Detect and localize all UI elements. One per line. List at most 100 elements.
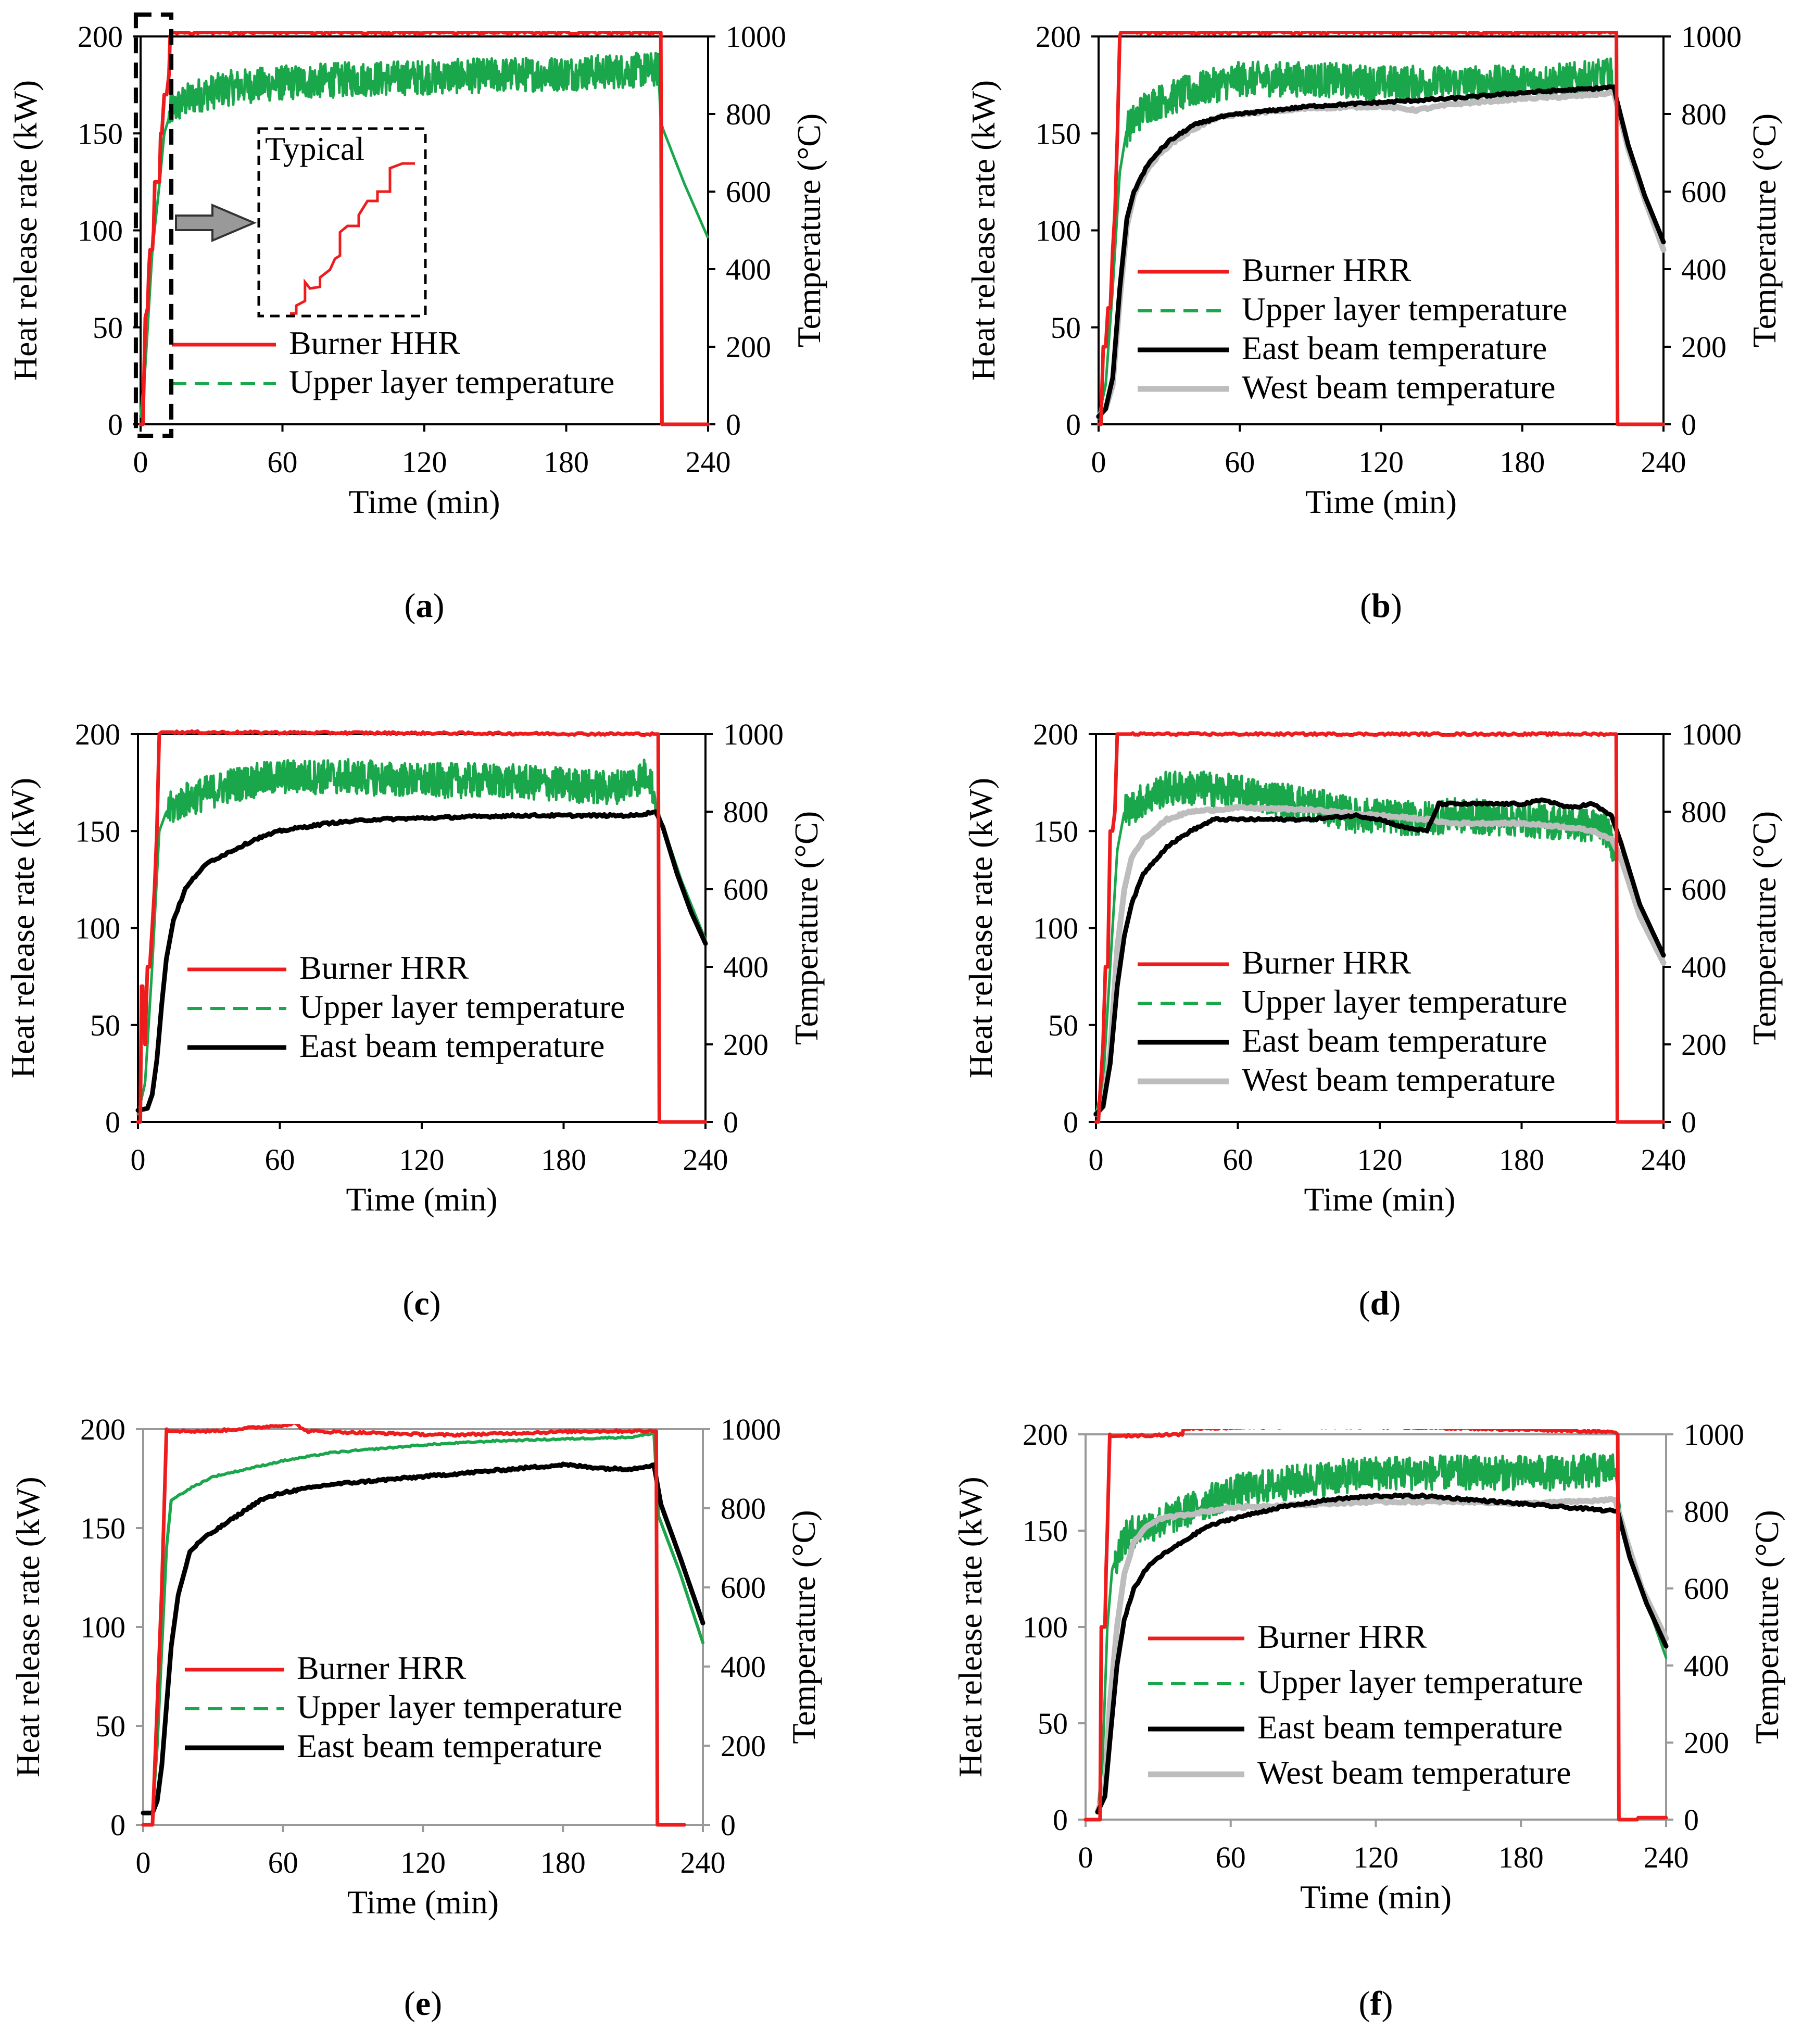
x-tick-label: 60 — [268, 1846, 298, 1879]
series-line-upper — [139, 52, 709, 418]
x-tick-label: 240 — [1644, 1840, 1689, 1874]
series-line-west — [1094, 1496, 1669, 1815]
caption-letter: b — [1371, 587, 1391, 625]
x-tick-label: 240 — [680, 1846, 726, 1879]
caption-close: ) — [1391, 587, 1402, 625]
y-axis-label: Heat release rate (kW) — [9, 1477, 46, 1777]
y-tick-label: 150 — [1033, 814, 1078, 848]
y-tick-label: 0 — [110, 1808, 125, 1842]
y-tick-label: 200 — [1036, 20, 1081, 54]
legend-label: Upper layer temperature — [1257, 1663, 1583, 1700]
legend-label: East beam temperature — [1257, 1709, 1562, 1746]
caption-open: ( — [1360, 587, 1371, 625]
x-tick-label: 180 — [1499, 445, 1545, 479]
zoom-region-box — [133, 12, 174, 438]
y-tick-label: 200 — [75, 717, 120, 751]
legend-label: Upper layer temperature — [289, 363, 614, 400]
panel-caption: (a) — [405, 587, 445, 625]
x-tick-label: 60 — [1216, 1840, 1246, 1874]
y2-axis-label: Temperature (°C) — [1748, 1510, 1785, 1744]
legend-label: Burner HRR — [299, 949, 469, 986]
y2-tick-label: 600 — [723, 873, 768, 906]
x-axis-label: Time (min) — [349, 483, 500, 520]
caption-close: ) — [433, 587, 445, 625]
y-tick-label: 200 — [1023, 1418, 1068, 1452]
chart-panel-e: 0 60 120 180 240 0 50 100 150 200 0 200 400 600 800 100… — [9, 1412, 822, 2023]
x-tick-label: 180 — [1499, 1143, 1544, 1177]
legend-label: Upper layer temperature — [1242, 983, 1567, 1020]
y2-tick-label: 1000 — [726, 20, 786, 54]
x-tick-label: 0 — [133, 445, 148, 479]
y-tick-label: 150 — [75, 814, 120, 848]
caption-open: ( — [1359, 1284, 1370, 1322]
legend-label: Burner HRR — [1242, 944, 1411, 981]
x-tick-label: 60 — [265, 1143, 295, 1177]
series-line-hrr — [141, 1424, 686, 1827]
y-tick-label: 0 — [1063, 1105, 1078, 1139]
x-tick-label: 60 — [1225, 445, 1255, 479]
y2-tick-label: 200 — [721, 1729, 766, 1763]
y-tick-label: 50 — [93, 311, 123, 345]
y-tick-label: 0 — [1066, 408, 1081, 441]
legend-label: West beam temperature — [1242, 1061, 1556, 1098]
y2-tick-label: 1000 — [723, 717, 784, 751]
chart-panel-f: 0 60 120 180 2400501001502000200400600800100… — [952, 1418, 1785, 2023]
y2-tick-label: 800 — [723, 795, 768, 829]
x-axis-label: Time (min) — [1305, 483, 1457, 520]
caption-letter: d — [1370, 1284, 1390, 1322]
y2-tick-label: 800 — [726, 97, 771, 131]
x-tick-label: 180 — [540, 1846, 586, 1879]
series-line-hrr — [136, 729, 708, 1124]
series-line-upper — [136, 758, 707, 1116]
series-line-east — [135, 809, 708, 1113]
series-line-upper — [1096, 1453, 1668, 1813]
y2-tick-label: 400 — [723, 950, 768, 984]
series-line-west — [1095, 89, 1667, 420]
x-tick-label: 0 — [136, 1846, 151, 1879]
y-tick-label: 150 — [1023, 1514, 1068, 1548]
y2-axis-label: Temperature (°C) — [788, 811, 825, 1045]
caption-letter: e — [415, 1985, 431, 2023]
y2-tick-label: 200 — [723, 1028, 768, 1062]
caption-open: ( — [402, 1284, 414, 1322]
y-axis-label: Heat release rate (kW) — [962, 778, 999, 1078]
legend-label: Upper layer temperature — [1242, 291, 1567, 327]
inset-label: Typical — [265, 130, 364, 167]
x-tick-label: 240 — [686, 445, 731, 479]
y-axis-label: Heat release rate (kW) — [4, 778, 41, 1078]
y-tick-label: 150 — [80, 1511, 125, 1545]
x-axis-label: Time (min) — [347, 1884, 499, 1921]
y-tick-label: 100 — [1033, 912, 1078, 945]
legend-label: West beam temperature — [1257, 1754, 1571, 1791]
y-tick-label: 100 — [1023, 1610, 1068, 1644]
y2-tick-label: 200 — [1681, 1028, 1726, 1062]
caption-open: ( — [1359, 1985, 1370, 2023]
y2-tick-label: 600 — [1684, 1572, 1729, 1606]
y2-tick-label: 1000 — [1681, 20, 1742, 54]
x-tick-label: 240 — [683, 1143, 728, 1177]
y2-tick-label: 600 — [1681, 873, 1726, 906]
y2-tick-label: 0 — [1681, 1105, 1696, 1139]
x-tick-label: 60 — [268, 445, 298, 479]
y2-axis-label: Temperature (°C) — [1746, 811, 1783, 1045]
caption-close: ) — [1381, 1985, 1393, 2023]
caption-close: ) — [431, 1985, 442, 2023]
series-line-hrr — [1094, 731, 1666, 1124]
y-tick-label: 0 — [108, 408, 123, 441]
panel-caption: (e) — [404, 1985, 442, 2023]
legend-label: Upper layer temperature — [297, 1688, 622, 1725]
y2-tick-label: 400 — [721, 1650, 766, 1684]
y-tick-label: 50 — [1051, 311, 1081, 345]
x-tick-label: 60 — [1223, 1143, 1253, 1177]
series-line-west — [1093, 803, 1667, 1117]
y-tick-label: 200 — [1033, 717, 1078, 751]
y-tick-label: 50 — [1048, 1008, 1078, 1042]
legend-label: Burner HHR — [289, 324, 460, 361]
inset-callout: Typical — [133, 12, 427, 438]
y2-tick-label: 1000 — [1684, 1418, 1744, 1452]
panel-caption: (b) — [1360, 587, 1402, 625]
